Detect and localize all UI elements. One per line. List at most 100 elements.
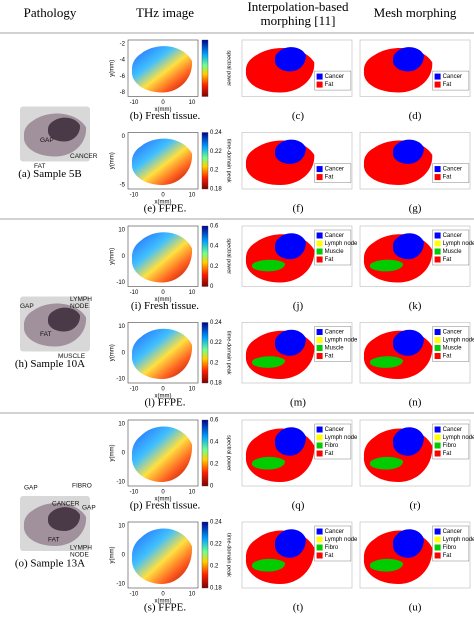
y-tick-label: -10 (116, 480, 125, 486)
panel-caption: (n) (409, 397, 422, 409)
thz-map (131, 46, 193, 93)
panel-caption: (m) (290, 397, 306, 409)
x-tick-label: -10 (130, 490, 139, 496)
y-tick-label: 0 (122, 350, 126, 356)
legend-entry: Cancer (325, 529, 344, 535)
pathology-image: GAP CANCER FAT (20, 106, 98, 170)
column-header: Interpolation-based (247, 0, 349, 14)
thz-map (131, 328, 193, 379)
y-tick-label: 0 (122, 134, 126, 140)
colorbar-tick-label: 0.4 (210, 440, 219, 446)
y-tick-label: -4 (120, 58, 126, 64)
legend-swatch (434, 248, 441, 255)
legend-entry: Fat (443, 82, 452, 88)
other-region (369, 356, 404, 368)
legend-swatch (434, 536, 441, 543)
legend-entry: Lymph node (443, 537, 474, 543)
thz-map (131, 426, 193, 482)
legend-entry: Fat (443, 257, 452, 263)
x-tick-label: 10 (189, 592, 196, 598)
legend-swatch (316, 442, 323, 449)
colorbar-tick-label: 0.22 (210, 149, 222, 155)
tissue-label: FIBRO (72, 483, 92, 490)
colorbar (201, 322, 209, 384)
x-axis-label: x(mm) (155, 107, 172, 113)
cancer-region (392, 47, 424, 72)
legend-entry: Cancer (443, 330, 462, 336)
y-tick-label: 10 (118, 324, 125, 330)
sample-label: (a) Sample 5B (18, 168, 82, 180)
thz-map (131, 528, 193, 584)
tissue-dark (47, 117, 81, 142)
panel-caption: (c) (292, 110, 305, 122)
legend-box (432, 70, 470, 91)
legend-entry: Cancer (325, 74, 344, 80)
thz-axes (127, 132, 199, 190)
legend-entry: Lymph node (325, 241, 358, 247)
colorbar-label: spectral power (226, 238, 232, 274)
cancer-region (392, 529, 424, 558)
cancer-region (274, 427, 306, 456)
legend-swatch (434, 450, 441, 457)
x-tick-label: 0 (161, 193, 165, 199)
legend-swatch (316, 240, 323, 247)
legend-swatch (316, 426, 323, 433)
legend-swatch (434, 232, 441, 239)
tissue-label: FAT (48, 537, 59, 544)
thz-axes (127, 521, 199, 589)
colorbar-tick-label: 0 (210, 284, 214, 290)
legend-box (314, 163, 352, 183)
legend-entry: Cancer (325, 330, 344, 336)
legend-swatch (316, 81, 323, 88)
column-header: Pathology (24, 5, 77, 20)
tissue-dark (47, 307, 81, 332)
colorbar-label: time-domain peak (226, 331, 232, 375)
tissue-label: FAT (40, 331, 51, 338)
tissue-label: CANCER (70, 153, 98, 160)
colorbar (201, 521, 209, 589)
legend-entry: Fat (325, 257, 334, 263)
colorbar-label: spectral power (226, 50, 232, 86)
other-region (251, 356, 286, 368)
thz-axes (127, 39, 199, 97)
cancer-region (392, 233, 424, 260)
legend-swatch (316, 552, 323, 559)
thz-axes (127, 419, 199, 487)
legend-swatch (316, 450, 323, 457)
x-axis-label: x(mm) (155, 599, 172, 605)
panel-caption: (d) (409, 110, 422, 122)
colorbar (201, 419, 209, 487)
tissue-label: LYMPH (70, 296, 92, 303)
legend-swatch (434, 329, 441, 335)
y-tick-label: 0 (122, 553, 126, 559)
other-region (251, 456, 286, 470)
x-tick-label: -10 (130, 100, 139, 106)
legend-entry: Lymph node (443, 241, 474, 247)
legend-entry: Lymph node (325, 435, 358, 441)
x-axis-label: x(mm) (155, 497, 172, 503)
other-region (369, 456, 404, 470)
legend-swatch (316, 544, 323, 551)
column-header: morphing [11] (261, 13, 336, 28)
colorbar-tick-label: 0.18 (210, 187, 222, 193)
cancer-region (274, 329, 306, 356)
x-tick-label: 10 (189, 290, 196, 296)
legend-entry: Cancer (443, 529, 462, 535)
tissue-label: MUSCLE (58, 353, 86, 360)
y-axis-label: y(mm) (110, 248, 116, 265)
legend-entry: Lymph node (443, 338, 474, 344)
legend-entry: Cancer (443, 233, 462, 239)
other-region (251, 259, 286, 272)
panel-caption: (k) (409, 300, 422, 312)
x-tick-label: 10 (189, 387, 196, 393)
panel-caption: (r) (410, 500, 421, 512)
tissue-label: FAT (34, 163, 45, 170)
thz-map (131, 138, 193, 185)
tissue-label: LYMPH (70, 545, 92, 552)
colorbar-label: time-domain peak (226, 139, 232, 183)
y-tick-label: -8 (120, 90, 126, 96)
legend-swatch (434, 256, 441, 263)
x-tick-label: 10 (189, 490, 196, 496)
tissue-label: CANCER (52, 501, 80, 508)
colorbar-label: time-domain peak (226, 533, 232, 577)
